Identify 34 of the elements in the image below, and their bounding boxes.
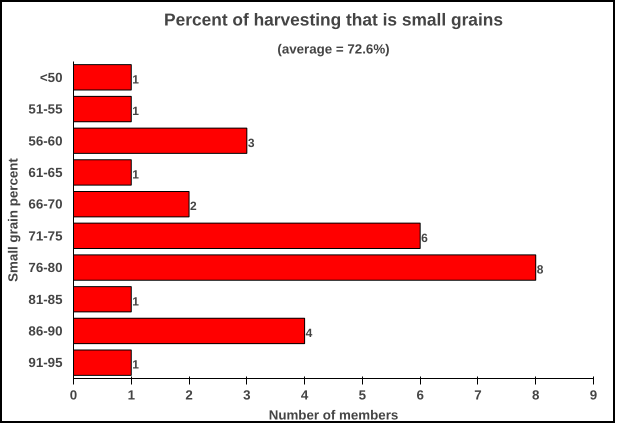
y-tick-label: 81-85 bbox=[28, 292, 64, 307]
data-label: 1 bbox=[132, 294, 140, 308]
data-label: 1 bbox=[132, 104, 140, 118]
data-label: 2 bbox=[190, 199, 198, 214]
y-tick-label: 66-70 bbox=[28, 196, 63, 212]
data-label: 6 bbox=[421, 230, 428, 245]
x-tick-label: 6 bbox=[416, 388, 424, 402]
chart-title: Percent of harvesting that is small grains bbox=[164, 10, 503, 30]
x-tick-label: 2 bbox=[185, 388, 193, 402]
x-tick-label: 3 bbox=[243, 388, 251, 402]
x-tick-label: 9 bbox=[590, 388, 598, 402]
data-label: 1 bbox=[132, 358, 140, 372]
data-label: 3 bbox=[248, 136, 255, 150]
y-tick-label: 56-60 bbox=[28, 133, 63, 148]
x-axis-title: Number of members bbox=[268, 408, 398, 422]
data-label: 1 bbox=[132, 167, 140, 182]
y-tick-label: 86-90 bbox=[28, 323, 63, 338]
data-label: 4 bbox=[306, 326, 313, 340]
x-tick-label: 7 bbox=[474, 388, 482, 402]
y-axis-title: Small grain percent bbox=[5, 158, 20, 282]
x-tick-label: 8 bbox=[532, 388, 540, 402]
y-tick-label: 76-80 bbox=[28, 260, 63, 276]
x-tick-label: 5 bbox=[358, 388, 367, 402]
y-tick-label: 51-55 bbox=[28, 102, 64, 117]
x-tick-label: 0 bbox=[70, 388, 78, 402]
x-tick-label: 1 bbox=[128, 388, 136, 402]
y-tick-label: <50 bbox=[40, 70, 62, 85]
data-label: 1 bbox=[132, 72, 140, 86]
chart-subtitle: (average = 72.6%) bbox=[277, 42, 390, 56]
y-tick-label: 61-65 bbox=[28, 164, 64, 180]
y-tick-label: 91-95 bbox=[28, 355, 64, 370]
data-label: 8 bbox=[536, 262, 544, 277]
y-tick-label: 71-75 bbox=[28, 228, 64, 244]
x-tick-label: 4 bbox=[300, 388, 309, 402]
